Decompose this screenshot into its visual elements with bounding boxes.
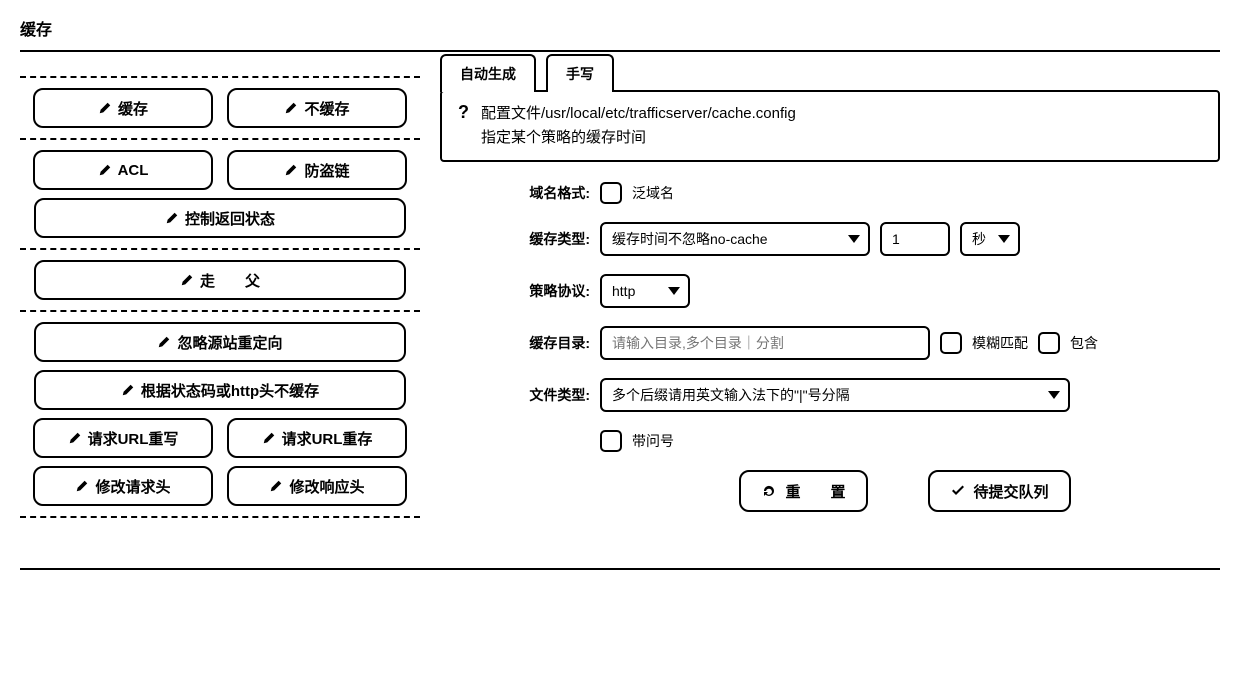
file-type-label: 文件类型: [510, 385, 590, 405]
help-icon: ? [458, 102, 469, 123]
contain-checkbox[interactable] [1038, 332, 1060, 354]
protocol-label: 策略协议: [510, 281, 590, 301]
submit-queue-button[interactable]: 待提交队列 [928, 470, 1071, 512]
file-type-select[interactable]: 多个后缀请用英文输入法下的"|"号分隔 [600, 378, 1070, 412]
button-label: 修改响应头 [289, 476, 364, 497]
wildcard-domain-label: 泛域名 [632, 183, 674, 203]
request-url-rewrite-button[interactable]: 请求URL重写 [33, 418, 213, 458]
modify-response-header-button[interactable]: 修改响应头 [227, 466, 407, 506]
pencil-icon [165, 211, 179, 225]
info-line-2: 指定某个策略的缓存时间 [481, 126, 796, 150]
button-label: 缓存 [118, 98, 148, 119]
pencil-icon [68, 431, 82, 445]
cache-type-label: 缓存类型: [510, 229, 590, 249]
pencil-icon [121, 383, 135, 397]
button-label: 请求URL重存 [282, 428, 373, 449]
button-label: 不缓存 [304, 98, 349, 119]
button-label: 修改请求头 [95, 476, 170, 497]
pencil-icon [157, 335, 171, 349]
button-label: 走 父 [200, 270, 260, 291]
button-label: ACL [118, 162, 149, 179]
submit-queue-label: 待提交队列 [974, 481, 1049, 502]
cache-dir-input[interactable] [600, 326, 930, 360]
cache-dir-label: 缓存目录: [510, 333, 590, 353]
duration-unit-select[interactable]: 秒 [960, 222, 1020, 256]
divider [20, 248, 420, 250]
with-question-mark-checkbox[interactable] [600, 430, 622, 452]
goto-parent-button[interactable]: 走 父 [34, 260, 406, 300]
pencil-icon [75, 479, 89, 493]
no-cache-button[interactable]: 不缓存 [227, 88, 407, 128]
main-content: 自动生成 手写 ? 配置文件/usr/local/etc/trafficserv… [420, 52, 1220, 528]
contain-label: 包含 [1070, 333, 1098, 353]
modify-request-header-button[interactable]: 修改请求头 [33, 466, 213, 506]
duration-value-input[interactable] [880, 222, 950, 256]
reset-icon [761, 483, 777, 499]
sidebar: 缓存 不缓存 ACL 防盗链 控制返回状态 [20, 52, 420, 528]
acl-button[interactable]: ACL [33, 150, 213, 190]
pencil-icon [262, 431, 276, 445]
cache-type-select[interactable]: 缓存时间不忽略no-cache [600, 222, 870, 256]
fuzzy-match-label: 模糊匹配 [972, 333, 1028, 353]
button-label: 请求URL重写 [88, 428, 179, 449]
divider [20, 516, 420, 518]
info-text: 配置文件/usr/local/etc/trafficserver/cache.c… [481, 102, 796, 150]
button-label: 防盗链 [304, 160, 349, 181]
button-label: 控制返回状态 [185, 208, 275, 229]
info-line-1: 配置文件/usr/local/etc/trafficserver/cache.c… [481, 102, 796, 126]
anti-leech-button[interactable]: 防盗链 [227, 150, 407, 190]
pencil-icon [269, 479, 283, 493]
reset-button[interactable]: 重 置 [739, 470, 867, 512]
button-label: 忽略源站重定向 [177, 332, 282, 353]
fuzzy-match-checkbox[interactable] [940, 332, 962, 354]
button-label: 根据状态码或http头不缓存 [141, 380, 319, 401]
cache-button[interactable]: 缓存 [33, 88, 213, 128]
reset-label: 重 置 [785, 481, 845, 502]
control-return-status-button[interactable]: 控制返回状态 [34, 198, 406, 238]
wildcard-domain-checkbox[interactable] [600, 182, 622, 204]
page-title: 缓存 [20, 10, 1220, 50]
pencil-icon [98, 101, 112, 115]
divider [20, 138, 420, 140]
with-question-mark-label: 带问号 [632, 431, 674, 451]
divider [20, 76, 420, 78]
request-url-recache-button[interactable]: 请求URL重存 [227, 418, 407, 458]
divider [20, 310, 420, 312]
bottom-divider [20, 568, 1220, 570]
pencil-icon [284, 163, 298, 177]
check-icon [950, 483, 966, 499]
tab-auto-generate[interactable]: 自动生成 [440, 54, 536, 92]
no-cache-by-status-button[interactable]: 根据状态码或http头不缓存 [34, 370, 406, 410]
pencil-icon [180, 273, 194, 287]
tab-handwrite[interactable]: 手写 [546, 54, 614, 92]
form: 域名格式: 泛域名 缓存类型: 缓存时间不忽略no-cache 秒 策略协议: … [440, 162, 1220, 512]
domain-format-label: 域名格式: [510, 183, 590, 203]
info-box: ? 配置文件/usr/local/etc/trafficserver/cache… [440, 90, 1220, 162]
protocol-select[interactable]: http [600, 274, 690, 308]
tabs: 自动生成 手写 [440, 54, 1220, 92]
ignore-origin-redirect-button[interactable]: 忽略源站重定向 [34, 322, 406, 362]
pencil-icon [284, 101, 298, 115]
pencil-icon [98, 163, 112, 177]
